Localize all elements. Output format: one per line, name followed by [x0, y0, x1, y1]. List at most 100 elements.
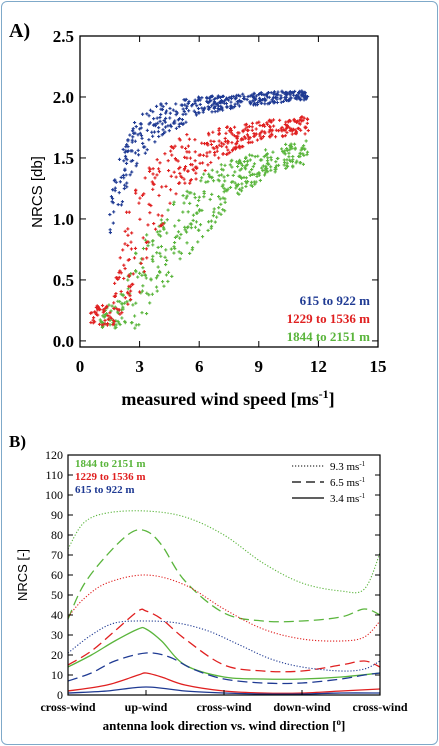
scatter-point	[234, 186, 238, 190]
y-tick-label-b: 60	[51, 568, 63, 582]
scatter-point	[100, 323, 104, 327]
scatter-point	[280, 129, 284, 133]
scatter-point	[220, 144, 224, 148]
scatter-point	[119, 289, 123, 294]
scatter-point	[169, 174, 173, 178]
scatter-point	[88, 311, 93, 315]
scatter-point	[178, 138, 182, 142]
scatter-point	[133, 269, 138, 273]
scatter-point	[290, 132, 294, 136]
scatter-point	[263, 171, 268, 175]
scatter-point	[125, 181, 129, 185]
scatter-point	[206, 131, 211, 135]
legend-b-style-1: 9.3 ms-1	[330, 460, 366, 473]
scatter-point	[186, 169, 190, 174]
scatter-point	[176, 230, 181, 234]
scatter-point	[123, 296, 127, 300]
scatter-point	[240, 182, 244, 186]
y-tick-label-b: 70	[51, 548, 63, 562]
scatter-point	[216, 106, 220, 111]
scatter-point	[168, 123, 173, 127]
scatter-point	[200, 141, 204, 145]
scatter-point	[194, 171, 198, 175]
x-tick-label-b: cross-wind	[352, 700, 407, 714]
x-tick-label-a: 6	[195, 357, 204, 376]
scatter-point	[187, 137, 192, 141]
scatter-point	[111, 188, 115, 192]
scatter-point	[262, 173, 267, 177]
legend-b-style-1-sup: -1	[359, 460, 365, 468]
scatter-point	[288, 148, 292, 152]
scatter-point	[279, 100, 283, 104]
scatter-point	[282, 128, 286, 132]
scatter-point	[226, 148, 230, 152]
scatter-point	[190, 104, 194, 108]
scatter-point	[123, 168, 127, 173]
scatter-point	[266, 156, 270, 160]
scatter-point	[97, 322, 102, 326]
scatter-point	[126, 227, 130, 231]
scatter-point	[197, 228, 201, 232]
scatter-point	[178, 257, 182, 261]
scatter-point	[174, 126, 179, 130]
scatter-point	[123, 301, 127, 305]
scatter-point	[291, 93, 296, 97]
scatter-point	[235, 141, 239, 146]
scatter-point	[208, 150, 212, 154]
scatter-point	[217, 194, 221, 199]
scatter-point	[265, 122, 270, 126]
scatter-point	[244, 122, 249, 126]
scatter-point	[92, 310, 97, 314]
scatter-point	[224, 188, 228, 192]
scatter-point	[151, 259, 155, 263]
scatter-point	[301, 162, 306, 166]
scatter-point	[253, 101, 257, 105]
scatter-point	[213, 96, 217, 101]
scatter-point	[279, 127, 283, 131]
scatter-point	[126, 233, 130, 237]
scatter-point	[164, 248, 168, 252]
scatter-point	[274, 160, 278, 164]
scatter-point	[205, 151, 209, 155]
scatter-point	[122, 176, 126, 180]
scatter-point	[123, 242, 127, 246]
scatter-point	[250, 140, 254, 144]
scatter-point	[164, 109, 169, 113]
scatter-point	[200, 106, 204, 110]
scatter-point	[156, 167, 161, 171]
scatter-point	[151, 254, 155, 258]
scatter-point	[113, 186, 117, 190]
legend-b-height-2: 1229 to 1536 m	[75, 471, 146, 483]
scatter-point	[248, 94, 252, 98]
scatter-point	[272, 92, 276, 96]
y-tick-label-b: 80	[51, 528, 63, 542]
scatter-point	[267, 124, 272, 128]
scatter-point	[275, 156, 280, 161]
scatter-point	[196, 106, 201, 111]
scatter-point	[158, 234, 163, 238]
scatter-point	[221, 183, 225, 187]
scatter-point	[255, 138, 260, 142]
scatter-point	[160, 185, 164, 189]
scatter-point	[121, 293, 125, 298]
scatter-point	[126, 138, 130, 142]
scatter-point	[126, 290, 130, 294]
scatter-point	[134, 188, 138, 192]
scatter-point	[245, 97, 249, 102]
x-tick-label-b: cross-wind	[40, 700, 95, 714]
scatter-point	[186, 101, 190, 105]
scatter-point	[285, 146, 289, 151]
scatter-point	[166, 124, 170, 128]
scatter-point	[126, 145, 130, 149]
scatter-point	[150, 292, 155, 296]
scatter-point	[142, 192, 146, 196]
scatter-point	[124, 210, 129, 214]
scatter-point	[134, 124, 138, 129]
scatter-point	[205, 95, 209, 100]
x-axis-label-a-end: ]	[329, 389, 335, 409]
scatter-point	[281, 149, 285, 154]
scatter-point	[266, 170, 270, 174]
scatter-point	[285, 131, 289, 135]
scatter-point	[239, 176, 244, 180]
legend-b-style-2-text: 6.5 ms	[330, 477, 359, 489]
